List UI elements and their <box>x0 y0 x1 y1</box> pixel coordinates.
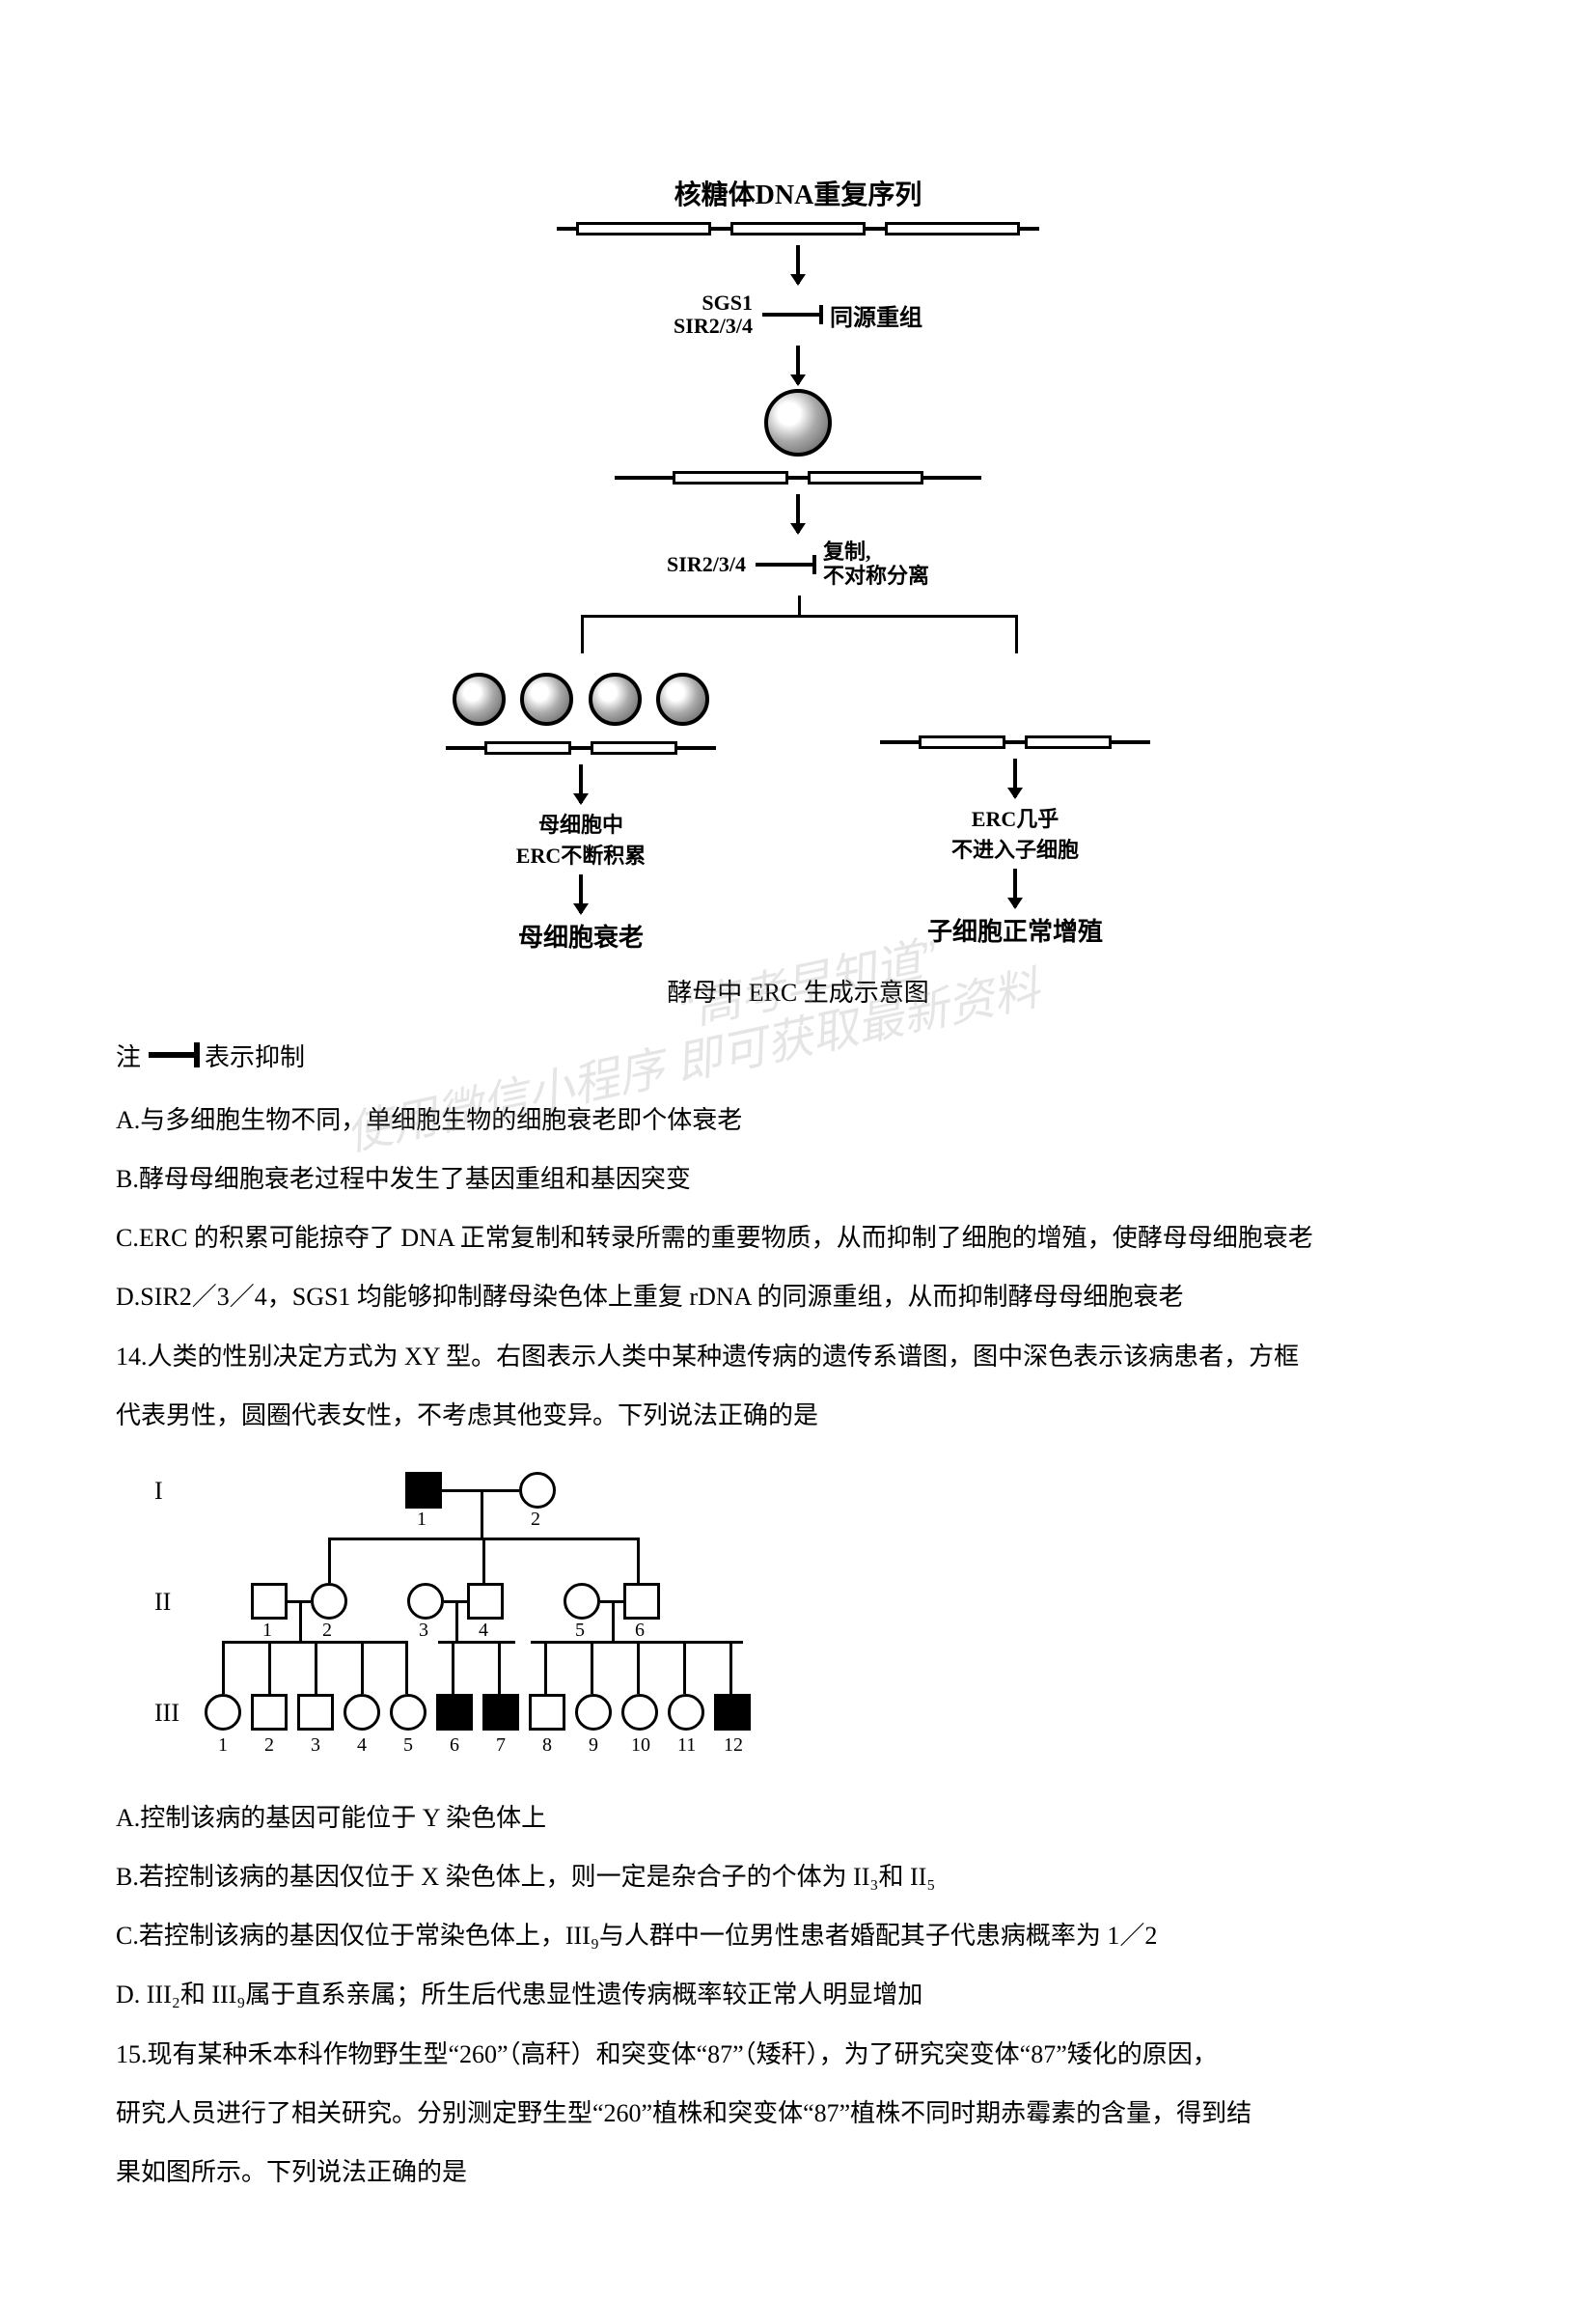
inhibit-symbol-icon <box>149 1052 197 1058</box>
right-result: 子细胞正常增殖 <box>798 912 1232 948</box>
gen-label-2: II <box>154 1588 171 1617</box>
q14-stem-1: 14.人类的性别决定方式为 XY 型。右图表示人类中某种遗传病的遗传系谱图，图中… <box>116 1329 1480 1384</box>
step1-text: 同源重组 <box>830 298 922 332</box>
q14-stem-2: 代表男性，圆圈代表女性，不考虑其他变异。下列说法正确的是 <box>116 1388 1480 1443</box>
note-prefix: 注 <box>116 1038 141 1073</box>
ped-ii1 <box>251 1583 288 1620</box>
ped-i2 <box>519 1472 556 1509</box>
step2-text2: 不对称分离 <box>823 564 929 588</box>
q14-option-b: B.若控制该病的基因仅位于 X 染色体上，则一定是杂合子的个体为 II₃和 II… <box>116 1849 1480 1904</box>
sgs1-label: SGS1 <box>702 291 753 315</box>
ped-ii6 <box>623 1583 660 1620</box>
ped-iii1 <box>205 1694 241 1731</box>
ped-iii11 <box>668 1694 704 1731</box>
diagram-top-title: 核糖体DNA重复序列 <box>364 174 1232 212</box>
ped-iii3 <box>297 1694 334 1731</box>
step2-text1: 复制, <box>823 540 871 564</box>
ped-ii2 <box>311 1583 347 1620</box>
inhibit-icon <box>762 313 820 317</box>
ped-ii4 <box>467 1583 504 1620</box>
dna-bar-mid <box>364 471 1232 485</box>
left-line2: ERC不断积累 <box>364 839 798 870</box>
left-result: 母细胞衰老 <box>364 918 798 954</box>
q13-option-d: D.SIR2／3／4，SGS1 均能够抑制酵母染色体上重复 rDNA 的同源重组… <box>116 1269 1480 1324</box>
gen-label-3: III <box>154 1699 179 1728</box>
q14-option-c: C.若控制该病的基因仅位于常染色体上，III₉与人群中一位男性患者婚配其子代患病… <box>116 1908 1480 1963</box>
ped-iii5 <box>390 1694 427 1731</box>
q15-line1: 15.现有某种禾本科作物野生型“260”（高秆）和突变体“87”（矮秆），为了研… <box>116 2027 1480 2082</box>
left-branch: 母细胞中 ERC不断积累 母细胞衰老 <box>364 673 798 954</box>
right-line2: 不进入子细胞 <box>798 833 1232 864</box>
sir-label-2: SIR2/3/4 <box>667 552 746 577</box>
diagram-caption: 酵母中 ERC 生成示意图 <box>116 973 1480 1009</box>
ped-iii4 <box>344 1694 380 1731</box>
loop-cell <box>364 389 1232 461</box>
step1-label-row: SGS1 SIR2/3/4 同源重组 <box>364 291 1232 338</box>
ped-iii10 <box>621 1694 658 1731</box>
ped-ii3 <box>407 1583 444 1620</box>
ped-ii5 <box>564 1583 600 1620</box>
q15-line3: 果如图所示。下列说法正确的是 <box>116 2145 1480 2200</box>
arrow-icon <box>796 494 800 533</box>
ped-iii2 <box>251 1694 288 1731</box>
branch-row: 母细胞中 ERC不断积累 母细胞衰老 ERC几乎 不进入子细胞 子细胞正常增殖 <box>364 673 1232 954</box>
sir-label-1: SIR2/3/4 <box>674 314 753 338</box>
q14-option-d: D. III₂和 III₉属于直系亲属；所生后代患显性遗传病概率较正常人明显增加 <box>116 1967 1480 2022</box>
inhibit-icon <box>756 563 813 567</box>
ped-i1 <box>405 1472 442 1509</box>
ped-iii6 <box>436 1694 473 1731</box>
right-branch: ERC几乎 不进入子细胞 子细胞正常增殖 <box>798 673 1232 954</box>
note-line: 注 表示抑制 <box>116 1038 1480 1073</box>
ped-iii7 <box>482 1694 519 1731</box>
q13-option-a: A.与多细胞生物不同，单细胞生物的细胞衰老即个体衰老 <box>116 1093 1480 1148</box>
erc-diagram: 核糖体DNA重复序列 SGS1 SIR2/3/4 同源重组 SIR2/3/4 <box>364 174 1232 954</box>
dna-bar-top <box>364 222 1232 236</box>
ped-iii12 <box>714 1694 751 1731</box>
gen-label-1: I <box>154 1477 163 1506</box>
left-line1: 母细胞中 <box>364 808 798 839</box>
right-line1: ERC几乎 <box>798 802 1232 833</box>
note-suffix: 表示抑制 <box>205 1038 305 1073</box>
ped-iii8 <box>529 1694 565 1731</box>
arrow-icon <box>796 245 800 284</box>
q13-option-c: C.ERC 的积累可能掠夺了 DNA 正常复制和转录所需的重要物质，从而抑制了细… <box>116 1210 1480 1265</box>
q14-option-a: A.控制该病的基因可能位于 Y 染色体上 <box>116 1790 1480 1845</box>
q15-line2: 研究人员进行了相关研究。分别测定野生型“260”植株和突变体“87”植株不同时期… <box>116 2086 1480 2141</box>
pedigree-chart: I II III 1 2 1 2 3 4 5 6 <box>154 1462 830 1771</box>
step2-label-row: SIR2/3/4 复制, 不对称分离 <box>364 540 1232 587</box>
ped-iii9 <box>575 1694 612 1731</box>
arrow-icon <box>796 346 800 384</box>
q13-option-b: B.酵母母细胞衰老过程中发生了基因重组和基因突变 <box>116 1151 1480 1206</box>
